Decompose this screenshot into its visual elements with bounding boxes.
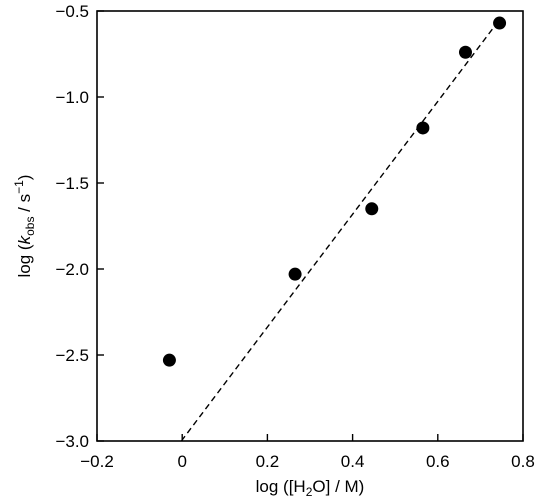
x-tick-label: 0.8 [511,452,535,471]
y-tick-label: −0.5 [55,2,89,21]
x-tick-label: 0.4 [341,452,365,471]
data-point [416,121,430,135]
x-tick-label: 0.2 [256,452,280,471]
x-axis-ticks: −0.2 0 0.2 0.4 0.6 0.8 [80,434,535,471]
y-tick-label: −2.5 [55,346,89,365]
x-tick-label: 0 [177,452,186,471]
data-point [493,16,507,30]
data-point [458,45,472,59]
x-tick-label: −0.2 [80,452,114,471]
data-point [365,202,379,216]
y-tick-label: −2.0 [55,260,89,279]
x-tick-label: 0.6 [426,452,450,471]
y-tick-label: −1.0 [55,88,89,107]
y-axis-ticks: −3.0 −2.5 −2.0 −1.5 −1.0 −0.5 [55,2,104,451]
y-axis-label: log (kobs / s−1) [12,175,37,278]
y-tick-label: −1.5 [55,174,89,193]
x-axis-label: log ([H2O] / M) [256,477,365,499]
data-point [162,353,176,367]
plot-frame [96,10,524,442]
data-point [288,267,302,281]
fit-line [180,19,501,442]
y-tick-label: −3.0 [55,432,89,451]
data-points [162,16,507,367]
